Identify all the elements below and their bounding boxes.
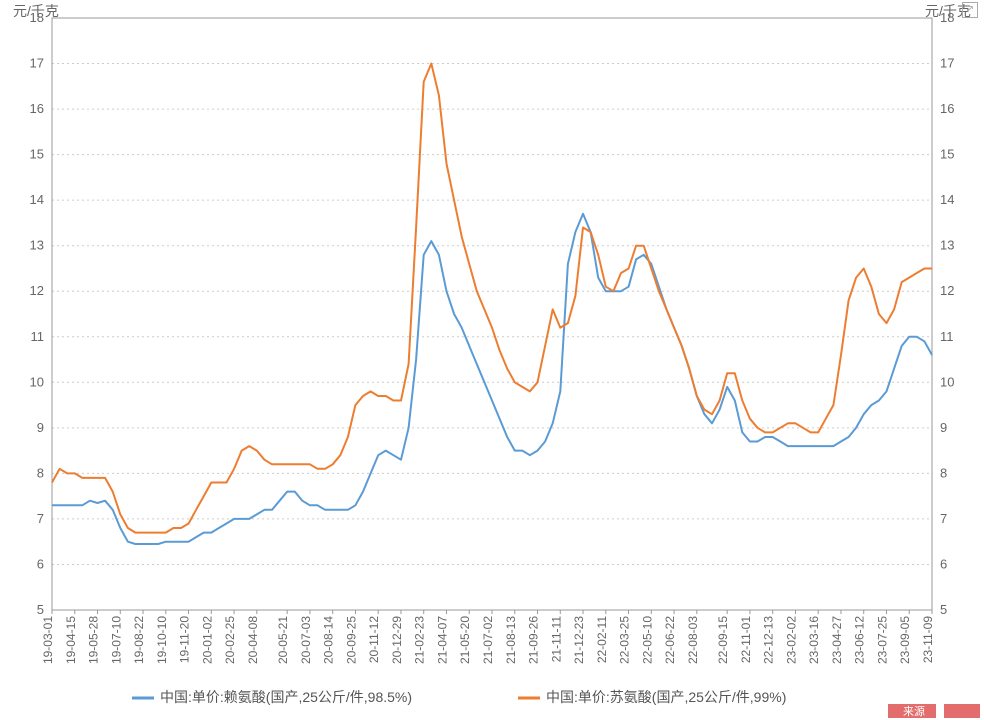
ytick-left: 8 — [37, 465, 44, 480]
ytick-left: 6 — [37, 556, 44, 571]
xtick-label: 22-09-15 — [716, 616, 730, 664]
xtick-label: 21-12-23 — [572, 616, 586, 664]
ytick-right: 6 — [940, 556, 947, 571]
series-lysine — [52, 214, 932, 544]
ytick-right: 11 — [940, 329, 954, 344]
ytick-left: 7 — [37, 511, 44, 526]
ytick-right: 10 — [940, 374, 954, 389]
xtick-label: 20-02-25 — [223, 616, 237, 664]
popout-icon[interactable]: ↗ — [962, 2, 978, 18]
ytick-right: 14 — [940, 192, 954, 207]
xtick-label: 21-02-23 — [413, 616, 427, 664]
ytick-left: 10 — [30, 374, 44, 389]
xtick-label: 20-05-21 — [276, 616, 290, 664]
xtick-label: 19-10-10 — [155, 616, 169, 664]
ytick-left: 17 — [30, 56, 44, 71]
xtick-label: 23-07-25 — [875, 616, 889, 664]
footer-note: 来源 — [903, 704, 925, 718]
xtick-label: 22-08-03 — [686, 616, 700, 664]
xtick-label: 21-11-11 — [549, 616, 563, 663]
xtick-label: 19-04-15 — [64, 616, 78, 664]
xtick-label: 20-09-25 — [344, 616, 358, 664]
ytick-left: 5 — [37, 602, 44, 617]
xtick-label: 22-03-25 — [618, 616, 632, 664]
xtick-label: 22-11-01 — [739, 616, 753, 663]
y-left-label: 元/千克 — [13, 3, 59, 19]
ytick-right: 9 — [940, 420, 947, 435]
xtick-label: 21-08-13 — [504, 616, 518, 664]
ytick-right: 17 — [940, 56, 954, 71]
xtick-label: 22-05-10 — [640, 616, 654, 664]
xtick-label: 21-07-02 — [481, 616, 495, 664]
price-line-chart: 5 5 6 6 7 7 8 8 9 9 10 10 11 11 12 12 13 13 14 14 15 15 16 16 17… — [0, 0, 984, 720]
footer-redact — [944, 704, 980, 718]
xtick-label: 22-06-22 — [663, 616, 677, 664]
chart-container: ↗ 5 5 6 6 7 7 8 8 9 9 10 10 11 11 12 12 13 13 14 14 15 15 16 16… — [0, 0, 984, 720]
legend-label: 中国:单价:苏氨酸(国产,25公斤/件,99%) — [546, 689, 786, 705]
xtick-label: 23-03-16 — [807, 616, 821, 664]
ytick-left: 15 — [30, 147, 44, 162]
ytick-right: 7 — [940, 511, 947, 526]
xtick-label: 21-09-26 — [527, 616, 541, 664]
xtick-label: 19-08-22 — [132, 616, 146, 664]
ytick-right: 5 — [940, 602, 947, 617]
xtick-label: 20-11-12 — [367, 616, 381, 663]
xtick-label: 20-04-08 — [246, 616, 260, 664]
ytick-left: 9 — [37, 420, 44, 435]
xtick-label: 19-05-28 — [87, 616, 101, 664]
xtick-label: 23-04-27 — [830, 616, 844, 664]
ytick-left: 11 — [31, 329, 45, 344]
xtick-label: 19-11-20 — [178, 616, 192, 663]
legend-label: 中国:单价:赖氨酸(国产,25公斤/件,98.5%) — [160, 689, 412, 705]
ytick-right: 13 — [940, 238, 954, 253]
ytick-right: 8 — [940, 465, 947, 480]
ytick-right: 15 — [940, 147, 954, 162]
series-threonine — [52, 64, 932, 533]
ytick-left: 13 — [30, 238, 44, 253]
xtick-label: 19-03-01 — [41, 616, 55, 664]
xtick-label: 22-02-11 — [595, 616, 609, 663]
xtick-label: 20-07-03 — [299, 616, 313, 664]
xtick-label: 19-07-10 — [109, 616, 123, 664]
xtick-label: 23-02-02 — [784, 616, 798, 664]
xtick-label: 23-09-05 — [898, 616, 912, 664]
ytick-left: 12 — [30, 283, 44, 298]
xtick-label: 21-05-20 — [458, 616, 472, 664]
xtick-label: 21-04-07 — [435, 616, 449, 664]
xtick-label: 20-12-29 — [390, 616, 404, 664]
ytick-left: 16 — [30, 101, 44, 116]
ytick-right: 12 — [940, 283, 954, 298]
xtick-label: 23-06-12 — [853, 616, 867, 664]
ytick-right: 16 — [940, 101, 954, 116]
xtick-label: 20-08-14 — [322, 616, 336, 664]
xtick-label: 23-11-09 — [921, 616, 935, 663]
ytick-left: 14 — [30, 192, 44, 207]
xtick-label: 20-01-02 — [200, 616, 214, 664]
xtick-label: 22-12-13 — [762, 616, 776, 664]
